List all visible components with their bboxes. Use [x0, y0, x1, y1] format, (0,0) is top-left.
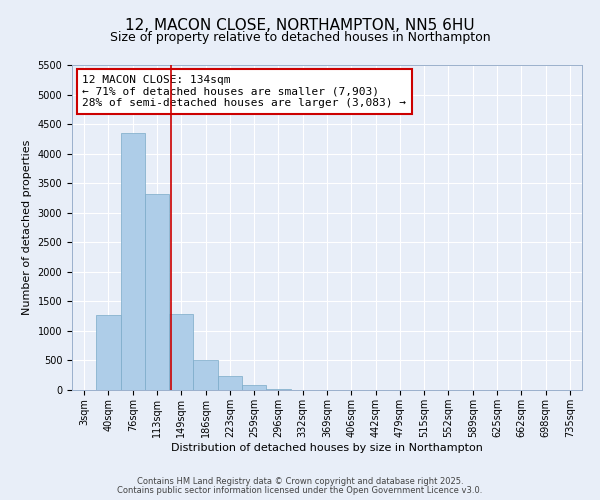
Bar	[145, 194, 169, 390]
Bar	[218, 376, 242, 390]
Text: Size of property relative to detached houses in Northampton: Size of property relative to detached ho…	[110, 31, 490, 44]
Text: Contains public sector information licensed under the Open Government Licence v3: Contains public sector information licen…	[118, 486, 482, 495]
Text: 12, MACON CLOSE, NORTHAMPTON, NN5 6HU: 12, MACON CLOSE, NORTHAMPTON, NN5 6HU	[125, 18, 475, 32]
Bar	[121, 133, 145, 390]
Bar	[242, 386, 266, 390]
Bar	[193, 360, 218, 390]
Bar	[266, 389, 290, 390]
X-axis label: Distribution of detached houses by size in Northampton: Distribution of detached houses by size …	[171, 442, 483, 452]
Bar	[96, 315, 121, 390]
Y-axis label: Number of detached properties: Number of detached properties	[22, 140, 32, 315]
Bar	[169, 314, 193, 390]
Text: 12 MACON CLOSE: 134sqm
← 71% of detached houses are smaller (7,903)
28% of semi-: 12 MACON CLOSE: 134sqm ← 71% of detached…	[82, 74, 406, 108]
Text: Contains HM Land Registry data © Crown copyright and database right 2025.: Contains HM Land Registry data © Crown c…	[137, 477, 463, 486]
